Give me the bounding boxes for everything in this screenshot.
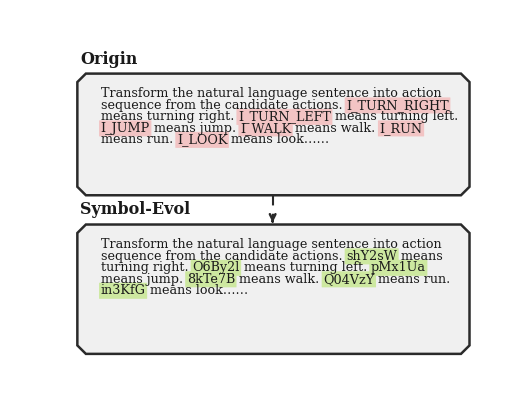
Text: means turning left.: means turning left. bbox=[331, 111, 458, 123]
Text: Transform the natural language sentence into action: Transform the natural language sentence … bbox=[101, 238, 441, 251]
FancyBboxPatch shape bbox=[176, 132, 229, 148]
FancyBboxPatch shape bbox=[369, 260, 427, 276]
Text: sequence from the candidate actions.: sequence from the candidate actions. bbox=[101, 99, 346, 112]
Text: I_JUMP: I_JUMP bbox=[101, 122, 150, 135]
Text: Q04VzY: Q04VzY bbox=[323, 273, 375, 286]
Text: means jump.: means jump. bbox=[101, 273, 187, 286]
Text: pMx1Ua: pMx1Ua bbox=[371, 262, 426, 274]
Text: in3KfG: in3KfG bbox=[101, 284, 146, 297]
FancyBboxPatch shape bbox=[185, 271, 237, 287]
FancyBboxPatch shape bbox=[345, 98, 451, 113]
Text: I_WALK: I_WALK bbox=[240, 122, 291, 135]
Text: sequence from the candidate actions.: sequence from the candidate actions. bbox=[101, 250, 346, 263]
Text: turning right.: turning right. bbox=[101, 262, 192, 274]
Text: I_RUN: I_RUN bbox=[379, 122, 422, 135]
Text: means look……: means look…… bbox=[227, 133, 329, 146]
Text: means run.: means run. bbox=[101, 133, 177, 146]
FancyBboxPatch shape bbox=[99, 120, 152, 136]
Text: Symbol-Evol: Symbol-Evol bbox=[80, 202, 190, 218]
Text: shY2sW: shY2sW bbox=[346, 250, 397, 263]
Text: means run.: means run. bbox=[375, 273, 451, 286]
Text: I_LOOK: I_LOOK bbox=[177, 133, 227, 146]
Text: means walk.: means walk. bbox=[235, 273, 323, 286]
FancyBboxPatch shape bbox=[322, 271, 376, 287]
Polygon shape bbox=[77, 224, 470, 354]
Text: Origin: Origin bbox=[80, 51, 138, 68]
Polygon shape bbox=[77, 73, 470, 195]
Text: means jump.: means jump. bbox=[150, 122, 240, 135]
Text: means turning right.: means turning right. bbox=[101, 111, 238, 123]
FancyBboxPatch shape bbox=[345, 248, 398, 264]
Text: I_TURN_RIGHT: I_TURN_RIGHT bbox=[346, 99, 449, 112]
Text: means look……: means look…… bbox=[146, 284, 248, 297]
Text: means: means bbox=[397, 250, 443, 263]
Text: means walk.: means walk. bbox=[291, 122, 379, 135]
Text: means turning left.: means turning left. bbox=[239, 262, 371, 274]
FancyBboxPatch shape bbox=[190, 260, 241, 276]
FancyBboxPatch shape bbox=[99, 283, 147, 299]
FancyBboxPatch shape bbox=[378, 120, 424, 136]
Text: O6By2l: O6By2l bbox=[192, 262, 239, 274]
Text: I_TURN_LEFT: I_TURN_LEFT bbox=[238, 111, 331, 123]
FancyBboxPatch shape bbox=[236, 109, 332, 125]
FancyBboxPatch shape bbox=[238, 120, 293, 136]
Text: 8kTe7B: 8kTe7B bbox=[187, 273, 235, 286]
Text: Transform the natural language sentence into action: Transform the natural language sentence … bbox=[101, 87, 441, 100]
